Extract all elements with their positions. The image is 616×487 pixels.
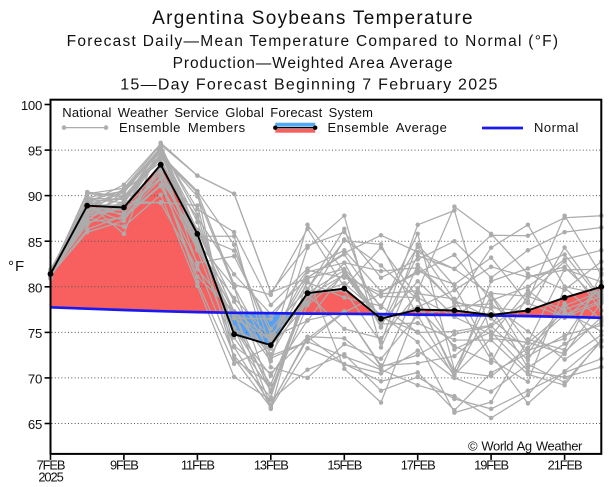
svg-text:© World Ag Weather: © World Ag Weather [468,439,583,454]
svg-text:9FEB: 9FEB [110,457,138,472]
svg-text:95: 95 [28,144,42,159]
svg-text:85: 85 [28,235,42,250]
svg-text:Forecast Daily—Mean Temperatur: Forecast Daily—Mean Temperature Compared… [67,33,560,50]
svg-text:75: 75 [28,326,42,341]
svg-text:National Weather Service Globa: National Weather Service Global Forecast… [62,105,373,120]
svg-text:15—Day Forecast Beginning 7 Fe: 15—Day Forecast Beginning 7 February 202… [120,77,498,94]
svg-text:Ensemble Average: Ensemble Average [328,120,448,135]
svg-text:Production—Weighted Area Avera: Production—Weighted Area Average [173,55,454,72]
svg-text:Argentina Soybeans Temperature: Argentina Soybeans Temperature [152,8,474,29]
svg-text:21FEB: 21FEB [548,457,582,472]
svg-text:17FEB: 17FEB [401,457,435,472]
svg-text:65: 65 [28,417,42,432]
svg-text:7FEB: 7FEB [37,457,65,472]
svg-text:70: 70 [28,372,42,387]
svg-text:100: 100 [21,98,42,113]
svg-text:°F: °F [8,258,25,275]
svg-text:Ensemble Members: Ensemble Members [119,120,246,135]
svg-text:2025: 2025 [38,469,63,484]
svg-text:15FEB: 15FEB [327,457,361,472]
svg-text:Normal: Normal [534,120,579,135]
svg-text:90: 90 [28,189,42,204]
svg-text:13FEB: 13FEB [254,457,288,472]
svg-text:19FEB: 19FEB [474,457,508,472]
svg-text:80: 80 [28,280,42,295]
svg-text:11FEB: 11FEB [181,457,214,472]
